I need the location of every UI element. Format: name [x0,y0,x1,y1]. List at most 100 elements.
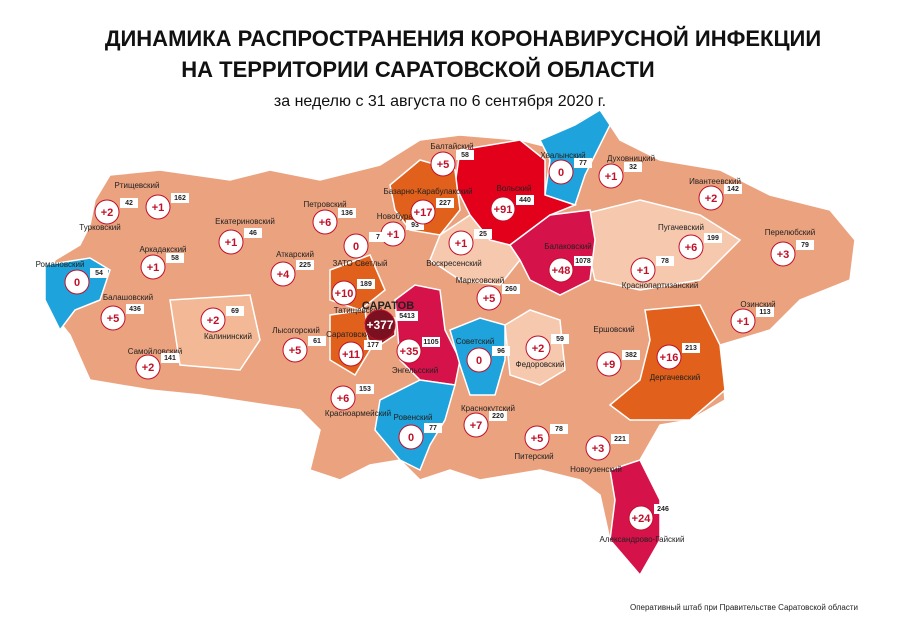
district-name: Озинский [740,300,775,309]
increase-badge [466,347,492,373]
district-area [389,159,461,236]
increase: +5 [289,345,302,357]
increase-badge [476,285,502,311]
increase-badge [525,335,551,361]
total: 59 [556,336,564,343]
increase-badge [490,196,516,222]
total: 1105 [423,339,438,346]
total: 69 [231,308,239,315]
increase: +11 [342,349,360,361]
increase: +3 [592,443,605,455]
total-box [120,198,138,208]
increase: +2 [101,207,114,219]
increase-badge [140,254,166,280]
total: 79 [801,242,809,249]
increase-badge [448,230,474,256]
district-name: Федоровский [516,360,565,369]
district-name: Саратовский [326,330,374,339]
total-box [551,334,569,344]
increase: +7 [470,420,483,432]
total-box [474,229,492,239]
total-box [656,256,674,266]
district-name: Советский [456,337,495,346]
increase: +9 [603,359,616,371]
total: 199 [707,235,719,242]
district-name: Аткарский [276,250,314,259]
increase-badge [145,194,171,220]
district-name: Петровский [303,200,346,209]
increase: +6 [337,393,350,405]
increase: +2 [532,343,545,355]
total-box [622,350,640,360]
total-box [756,307,774,317]
increase-badge [463,412,489,438]
increase: +5 [107,313,120,325]
increase-badge [270,261,296,287]
increase-badge [730,308,756,334]
district-name: Новоузенский [570,465,622,474]
increase-badge [100,305,126,331]
increase-badge [331,280,357,306]
increase-badge [94,199,120,225]
total: 142 [727,186,739,193]
increase-badge [548,257,574,283]
total: 221 [614,436,626,443]
district-name: Ершовский [593,325,634,334]
total-box [492,346,510,356]
increase: +2 [142,362,155,374]
district-area [579,199,742,291]
district-name: Вольский [497,184,532,193]
increase: +48 [552,265,571,277]
increase-badge [698,185,724,211]
total: 61 [313,338,321,345]
total: 260 [505,286,517,293]
increase-badge [200,307,226,333]
district-name: Новобурасский [377,212,434,221]
district-name: Хвалынский [540,151,585,160]
total: 220 [492,413,504,420]
increase: +5 [437,159,450,171]
total: 32 [629,164,637,171]
increase: 0 [558,167,564,179]
total: 213 [685,345,697,352]
district-area [374,379,456,472]
district-name: Красноармейский [325,409,391,418]
total: 96 [497,348,505,355]
district-name: ЗАТО Светлый [332,259,387,268]
increase-badge [343,233,369,259]
total-box [161,353,179,363]
total: 1078 [575,258,591,265]
district-name: Пугачевский [658,223,704,232]
increase: 0 [353,241,359,253]
increase-badge [585,435,611,461]
increase-badge [630,257,656,283]
increase: +24 [632,513,652,525]
total-box [516,195,534,205]
increase: +35 [400,346,419,358]
increase: +10 [335,288,354,300]
total-box [396,311,418,321]
increase-badge [330,385,356,411]
increase-badge [656,344,682,370]
total-box [90,268,108,278]
increase: +5 [483,293,496,305]
total: 382 [625,352,637,359]
district-name: Ивантеевский [689,177,741,186]
district-name: САРАТОВ [362,300,414,312]
district-name: Ровенский [394,413,433,422]
total-box [654,504,672,514]
total: 141 [164,355,176,362]
total: 5413 [399,313,415,320]
total-box [369,232,387,242]
total-box [456,150,474,160]
total: 136 [341,210,353,217]
increase: 0 [74,277,80,289]
total-box [422,337,440,347]
increase-badge [64,269,90,295]
total-box [406,220,424,230]
increase: +1 [605,171,618,183]
total: 177 [367,342,379,349]
subtitle: за неделю с 31 августа по 6 сентября 202… [274,93,606,110]
district-name: Балтайский [430,142,473,151]
